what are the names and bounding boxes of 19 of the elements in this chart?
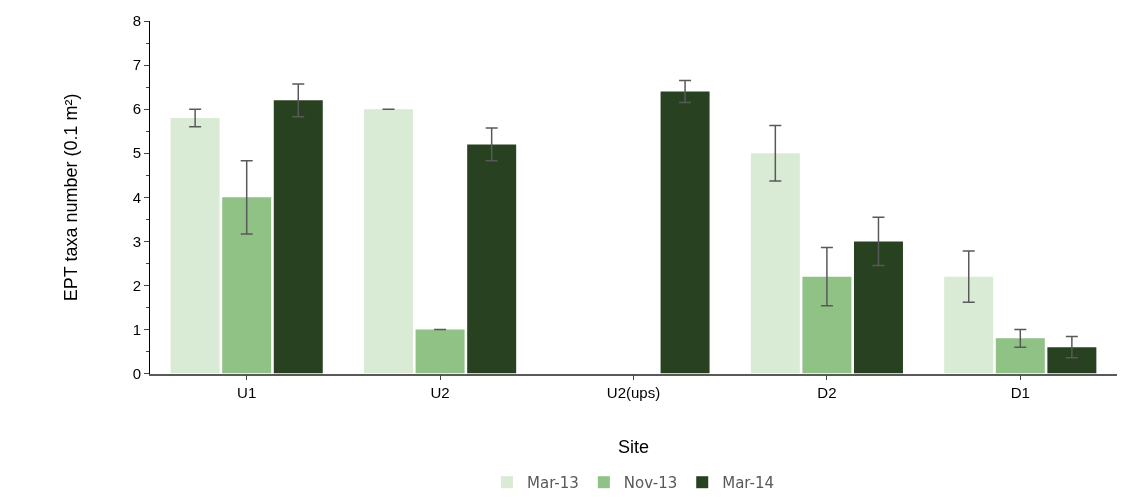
y-tick-label: 2 [132, 276, 141, 294]
y-tick-label: 4 [132, 188, 141, 206]
y-tick-label: 8 [132, 12, 141, 30]
y-tick-label: 7 [132, 56, 141, 74]
y-tick-label: 1 [132, 320, 141, 338]
legend-label: Mar-13 [527, 474, 579, 493]
x-tick-label: D1 [1010, 384, 1030, 402]
y-axis-title: EPT taxa number (0.1 m²) [60, 93, 81, 302]
y-tick-label: 0 [132, 364, 141, 382]
legend-label: Nov-13 [623, 474, 678, 493]
x-tick-label: U2 [430, 384, 450, 402]
y-tick-label: 6 [132, 100, 141, 118]
x-tick-label: U1 [237, 384, 257, 402]
x-axis-title: Site [617, 436, 650, 457]
y-tick-label: 3 [132, 232, 141, 250]
x-tick-label: D2 [817, 384, 837, 402]
y-tick-label: 5 [132, 144, 141, 162]
x-tick-label: U2(ups) [606, 384, 661, 402]
legend-label: Mar-14 [722, 474, 775, 493]
